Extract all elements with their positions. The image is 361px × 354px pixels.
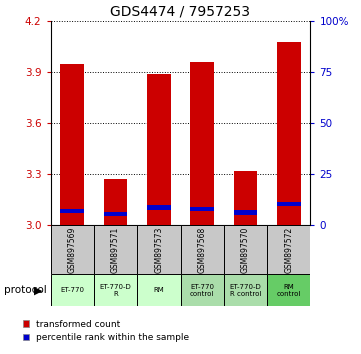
Bar (51, 274, 94, 306)
Text: protocol: protocol (4, 285, 46, 295)
Text: ET-770
control: ET-770 control (190, 284, 214, 297)
Text: GSM897572: GSM897572 (284, 227, 293, 273)
Text: ET-770-D
R: ET-770-D R (100, 284, 131, 297)
Bar (224, 274, 267, 306)
Text: GSM897573: GSM897573 (155, 226, 163, 273)
Bar (267, 225, 310, 274)
Bar (277, 42, 301, 225)
Legend: transformed count, percentile rank within the sample: transformed count, percentile rank withi… (23, 320, 189, 342)
Text: RM
control: RM control (277, 284, 301, 297)
Bar (104, 212, 127, 216)
Text: GSM897569: GSM897569 (68, 226, 77, 273)
Title: GDS4474 / 7957253: GDS4474 / 7957253 (110, 5, 251, 19)
Bar (277, 202, 301, 206)
Text: GSM897571: GSM897571 (111, 227, 120, 273)
Bar (147, 74, 171, 225)
Bar (224, 225, 267, 274)
Text: RM: RM (153, 287, 164, 293)
Bar (190, 62, 214, 225)
Bar (94, 225, 137, 274)
Bar (137, 274, 180, 306)
Text: GSM897568: GSM897568 (198, 227, 206, 273)
Text: ▶: ▶ (34, 285, 43, 295)
Bar (180, 225, 224, 274)
Bar (180, 274, 224, 306)
Bar (190, 207, 214, 211)
Bar (147, 205, 171, 210)
Bar (137, 225, 180, 274)
Bar (234, 171, 257, 225)
Bar (104, 179, 127, 225)
Bar (60, 209, 84, 213)
Bar (60, 64, 84, 225)
Text: ET-770: ET-770 (60, 287, 84, 293)
Text: GSM897570: GSM897570 (241, 226, 250, 273)
Bar (234, 210, 257, 215)
Bar (267, 274, 310, 306)
Bar (94, 274, 137, 306)
Text: ET-770-D
R control: ET-770-D R control (230, 284, 261, 297)
Bar (51, 225, 94, 274)
